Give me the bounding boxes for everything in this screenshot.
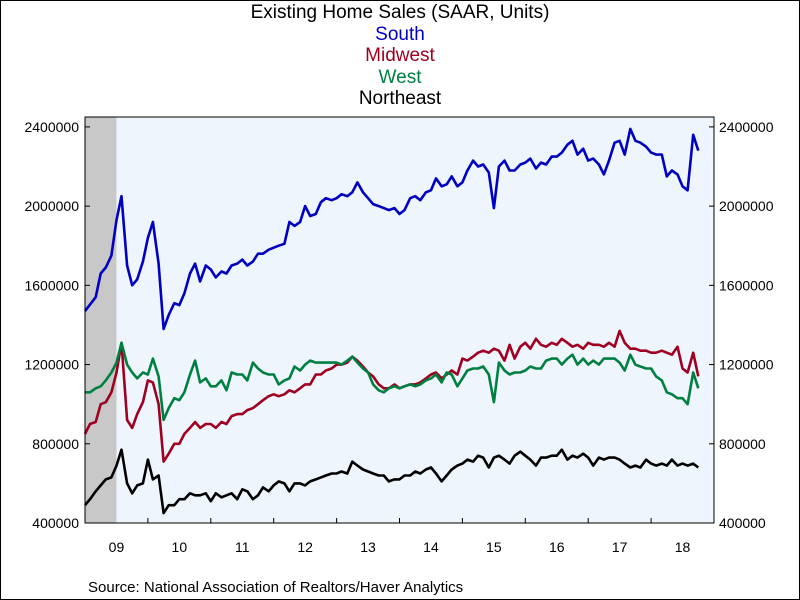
chart-title: Existing Home Sales (SAAR, Units) [250, 2, 550, 23]
x-tick-label: 18 [675, 539, 691, 555]
series-label-west: West [378, 66, 422, 88]
y-tick-label-left: 400000 [32, 515, 79, 531]
y-tick-label-right: 400000 [719, 515, 766, 531]
y-tick-label-left: 2400000 [24, 119, 79, 135]
x-tick-label: 11 [235, 539, 250, 555]
x-tick-label: 13 [360, 539, 376, 555]
series-label-midwest: Midwest [365, 45, 435, 66]
x-tick-label: 10 [172, 539, 188, 555]
series-label-northeast: Northeast [358, 88, 442, 109]
x-tick-label: 09 [109, 539, 125, 555]
source-note: Source: National Association of Realtors… [88, 579, 464, 596]
plot-area [85, 117, 714, 523]
x-tick-label: 15 [486, 539, 502, 555]
y-tick-label-left: 1600000 [24, 277, 79, 293]
recession-shade [85, 117, 117, 523]
chart-titles: Existing Home Sales (SAAR, Units) South … [0, 2, 800, 110]
series-line-west [85, 341, 700, 422]
series-line-northeast [84, 448, 700, 515]
y-tick-label-right: 2000000 [719, 198, 774, 214]
y-tick-label-left: 2000000 [24, 198, 79, 214]
series-label-south: South [375, 23, 425, 45]
x-tick-label: 12 [297, 539, 313, 555]
y-tick-label-left: 800000 [32, 436, 79, 452]
x-tick-label: 16 [549, 539, 565, 555]
x-tick-label: 14 [423, 539, 439, 555]
y-tick-label-right: 1600000 [719, 277, 774, 293]
x-tick-label: 17 [612, 539, 628, 555]
y-tick-label-left: 1200000 [24, 357, 79, 373]
y-tick-label-right: 800000 [719, 436, 766, 452]
y-tick-label-right: 2400000 [719, 119, 774, 135]
y-tick-label-right: 1200000 [719, 357, 774, 373]
series-line-south [83, 127, 700, 331]
